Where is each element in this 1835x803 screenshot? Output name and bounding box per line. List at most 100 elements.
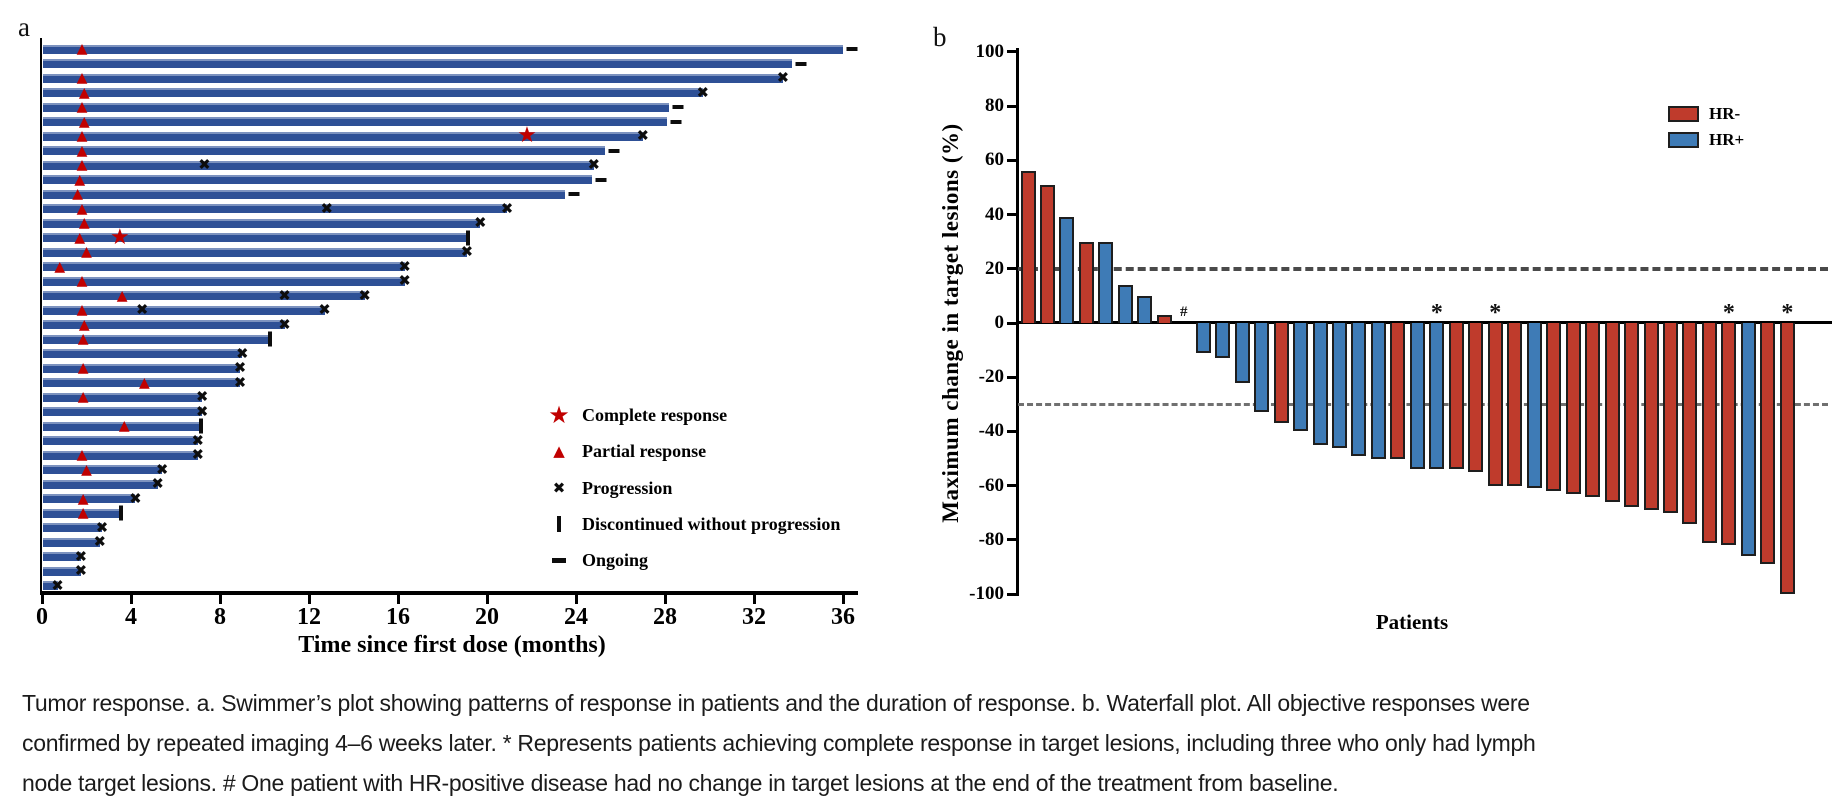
progression-marker: ✖: [93, 532, 107, 551]
partial-response-marker: ▲: [76, 157, 88, 173]
partial-response-marker: ▲: [81, 461, 92, 478]
complete-response-asterisk: *: [1489, 300, 1502, 326]
waterfall-bar: [1137, 295, 1153, 323]
axis-tick: [1007, 213, 1016, 217]
axis-tick-label: 32: [742, 604, 766, 630]
swimmer-bar: [43, 421, 200, 431]
progression-marker: ✖: [233, 373, 247, 391]
legend-item-progression: ✖ Progression: [546, 475, 673, 501]
waterfall-bar: [1448, 323, 1464, 470]
partial-response-marker: ▲: [77, 389, 89, 405]
waterfall-bar: [1215, 323, 1231, 359]
progression-marker: ✖: [318, 300, 331, 319]
complete-response-asterisk: *: [1722, 300, 1735, 326]
partial-response-marker: ▲: [76, 128, 88, 144]
legend-label: HR+: [1709, 130, 1745, 149]
axis-tick: [40, 594, 44, 604]
progression-marker: ✖: [135, 300, 149, 319]
legend-item-discontinued: Discontinued without progression: [546, 511, 840, 537]
waterfall-bar: [1332, 323, 1348, 448]
waterfall-bar: [1234, 323, 1250, 383]
partial-response-marker: ▲: [74, 171, 86, 188]
swimmer-bar: [43, 189, 565, 199]
axis-tick-label: 20: [475, 604, 499, 630]
progression-marker: ✖: [191, 445, 205, 464]
axis-tick: [307, 594, 311, 604]
progression-marker: ✖: [95, 518, 109, 536]
waterfall-bar: [1526, 323, 1542, 489]
swimmer-bar: [43, 305, 325, 315]
legend-item-complete-response: ★ Complete response: [546, 402, 727, 428]
waterfall-bar: [1351, 323, 1367, 456]
axis-tick: [1007, 538, 1016, 542]
partial-response-marker: ▲: [78, 113, 90, 130]
waterfall-bar: [1312, 323, 1328, 446]
partial-response-marker: ▲: [76, 302, 88, 318]
discontinued-marker: [267, 331, 272, 347]
swimmer-bar: [43, 392, 203, 402]
ongoing-marker: [672, 105, 684, 109]
legend-item-hr-negative: HR-: [1668, 104, 1740, 123]
waterfall-bar: [1740, 323, 1756, 557]
swimmer-bar: [43, 334, 269, 344]
partial-response-marker: ▲: [76, 142, 88, 159]
axis-tick-label: -60: [978, 474, 1004, 496]
legend-label: Ongoing: [582, 549, 649, 570]
axis-tick-label: 36: [831, 604, 855, 630]
waterfall-bar: [1273, 323, 1289, 424]
progression-marker: ✖: [195, 387, 209, 406]
progression-marker: ✖: [191, 431, 205, 449]
discontinued-marker: [465, 230, 470, 245]
ongoing-marker: [595, 177, 607, 182]
swimmer-bar: [43, 479, 158, 489]
waterfall-bar: [1117, 285, 1133, 323]
axis-tick: [1007, 484, 1016, 488]
legend-item-hr-positive: HR+: [1668, 130, 1745, 149]
waterfall-bar: [1254, 323, 1270, 413]
hr-negative-swatch: [1668, 106, 1699, 122]
waterfall-bar: [1195, 323, 1211, 353]
swimmer-bar: [43, 537, 100, 547]
partial-response-marker: ▲: [138, 374, 150, 391]
partial-response-marker: ▲: [77, 331, 89, 347]
axis-tick-label: 40: [985, 203, 1004, 225]
swimmer-bar: [43, 320, 285, 329]
axis-tick-label: 12: [297, 604, 321, 630]
complete-response-marker: ★: [517, 123, 537, 148]
partial-response-marker: ▲: [76, 273, 88, 289]
axis-tick: [574, 594, 578, 604]
star-icon: ★: [548, 401, 570, 429]
progression-marker: ✖: [151, 474, 164, 493]
swimmer-bar: [43, 566, 81, 576]
waterfall-bar: [1059, 217, 1075, 323]
axis-tick-label: 16: [386, 604, 410, 630]
swimmer-bar: [43, 465, 163, 474]
waterfall-bar: [1370, 323, 1386, 459]
swimmer-bar: [43, 494, 136, 503]
complete-response-asterisk: *: [1781, 300, 1794, 326]
axis-tick: [485, 594, 489, 604]
axis-tick: [1007, 375, 1016, 379]
panel-a-label: a: [18, 12, 30, 42]
axis-tick-label: -100: [969, 583, 1004, 605]
waterfall-bar: [1078, 241, 1094, 323]
partial-response-marker: ▲: [77, 490, 89, 507]
partial-response-marker: ▲: [118, 418, 130, 434]
legend-item-partial-response: ▲ Partial response: [546, 438, 706, 464]
waterfall-bar: [1156, 314, 1172, 323]
swimmer-bar: [43, 59, 792, 68]
axis-tick: [1007, 592, 1016, 596]
partial-response-marker: ▲: [72, 186, 83, 202]
partial-response-marker: ▲: [77, 360, 89, 376]
waterfall-bar: [1098, 241, 1114, 323]
swimmer-bar: [43, 146, 605, 155]
swimmer-bar: [43, 523, 103, 532]
legend-label: Partial response: [582, 440, 707, 461]
progression-marker: ✖: [398, 271, 411, 290]
progression-marker: ✖: [129, 489, 142, 507]
discontinued-marker: [198, 418, 203, 434]
partial-response-marker: ▲: [76, 70, 88, 86]
waterfall-bar: [1701, 323, 1717, 543]
swimmer-bar: [43, 349, 243, 358]
